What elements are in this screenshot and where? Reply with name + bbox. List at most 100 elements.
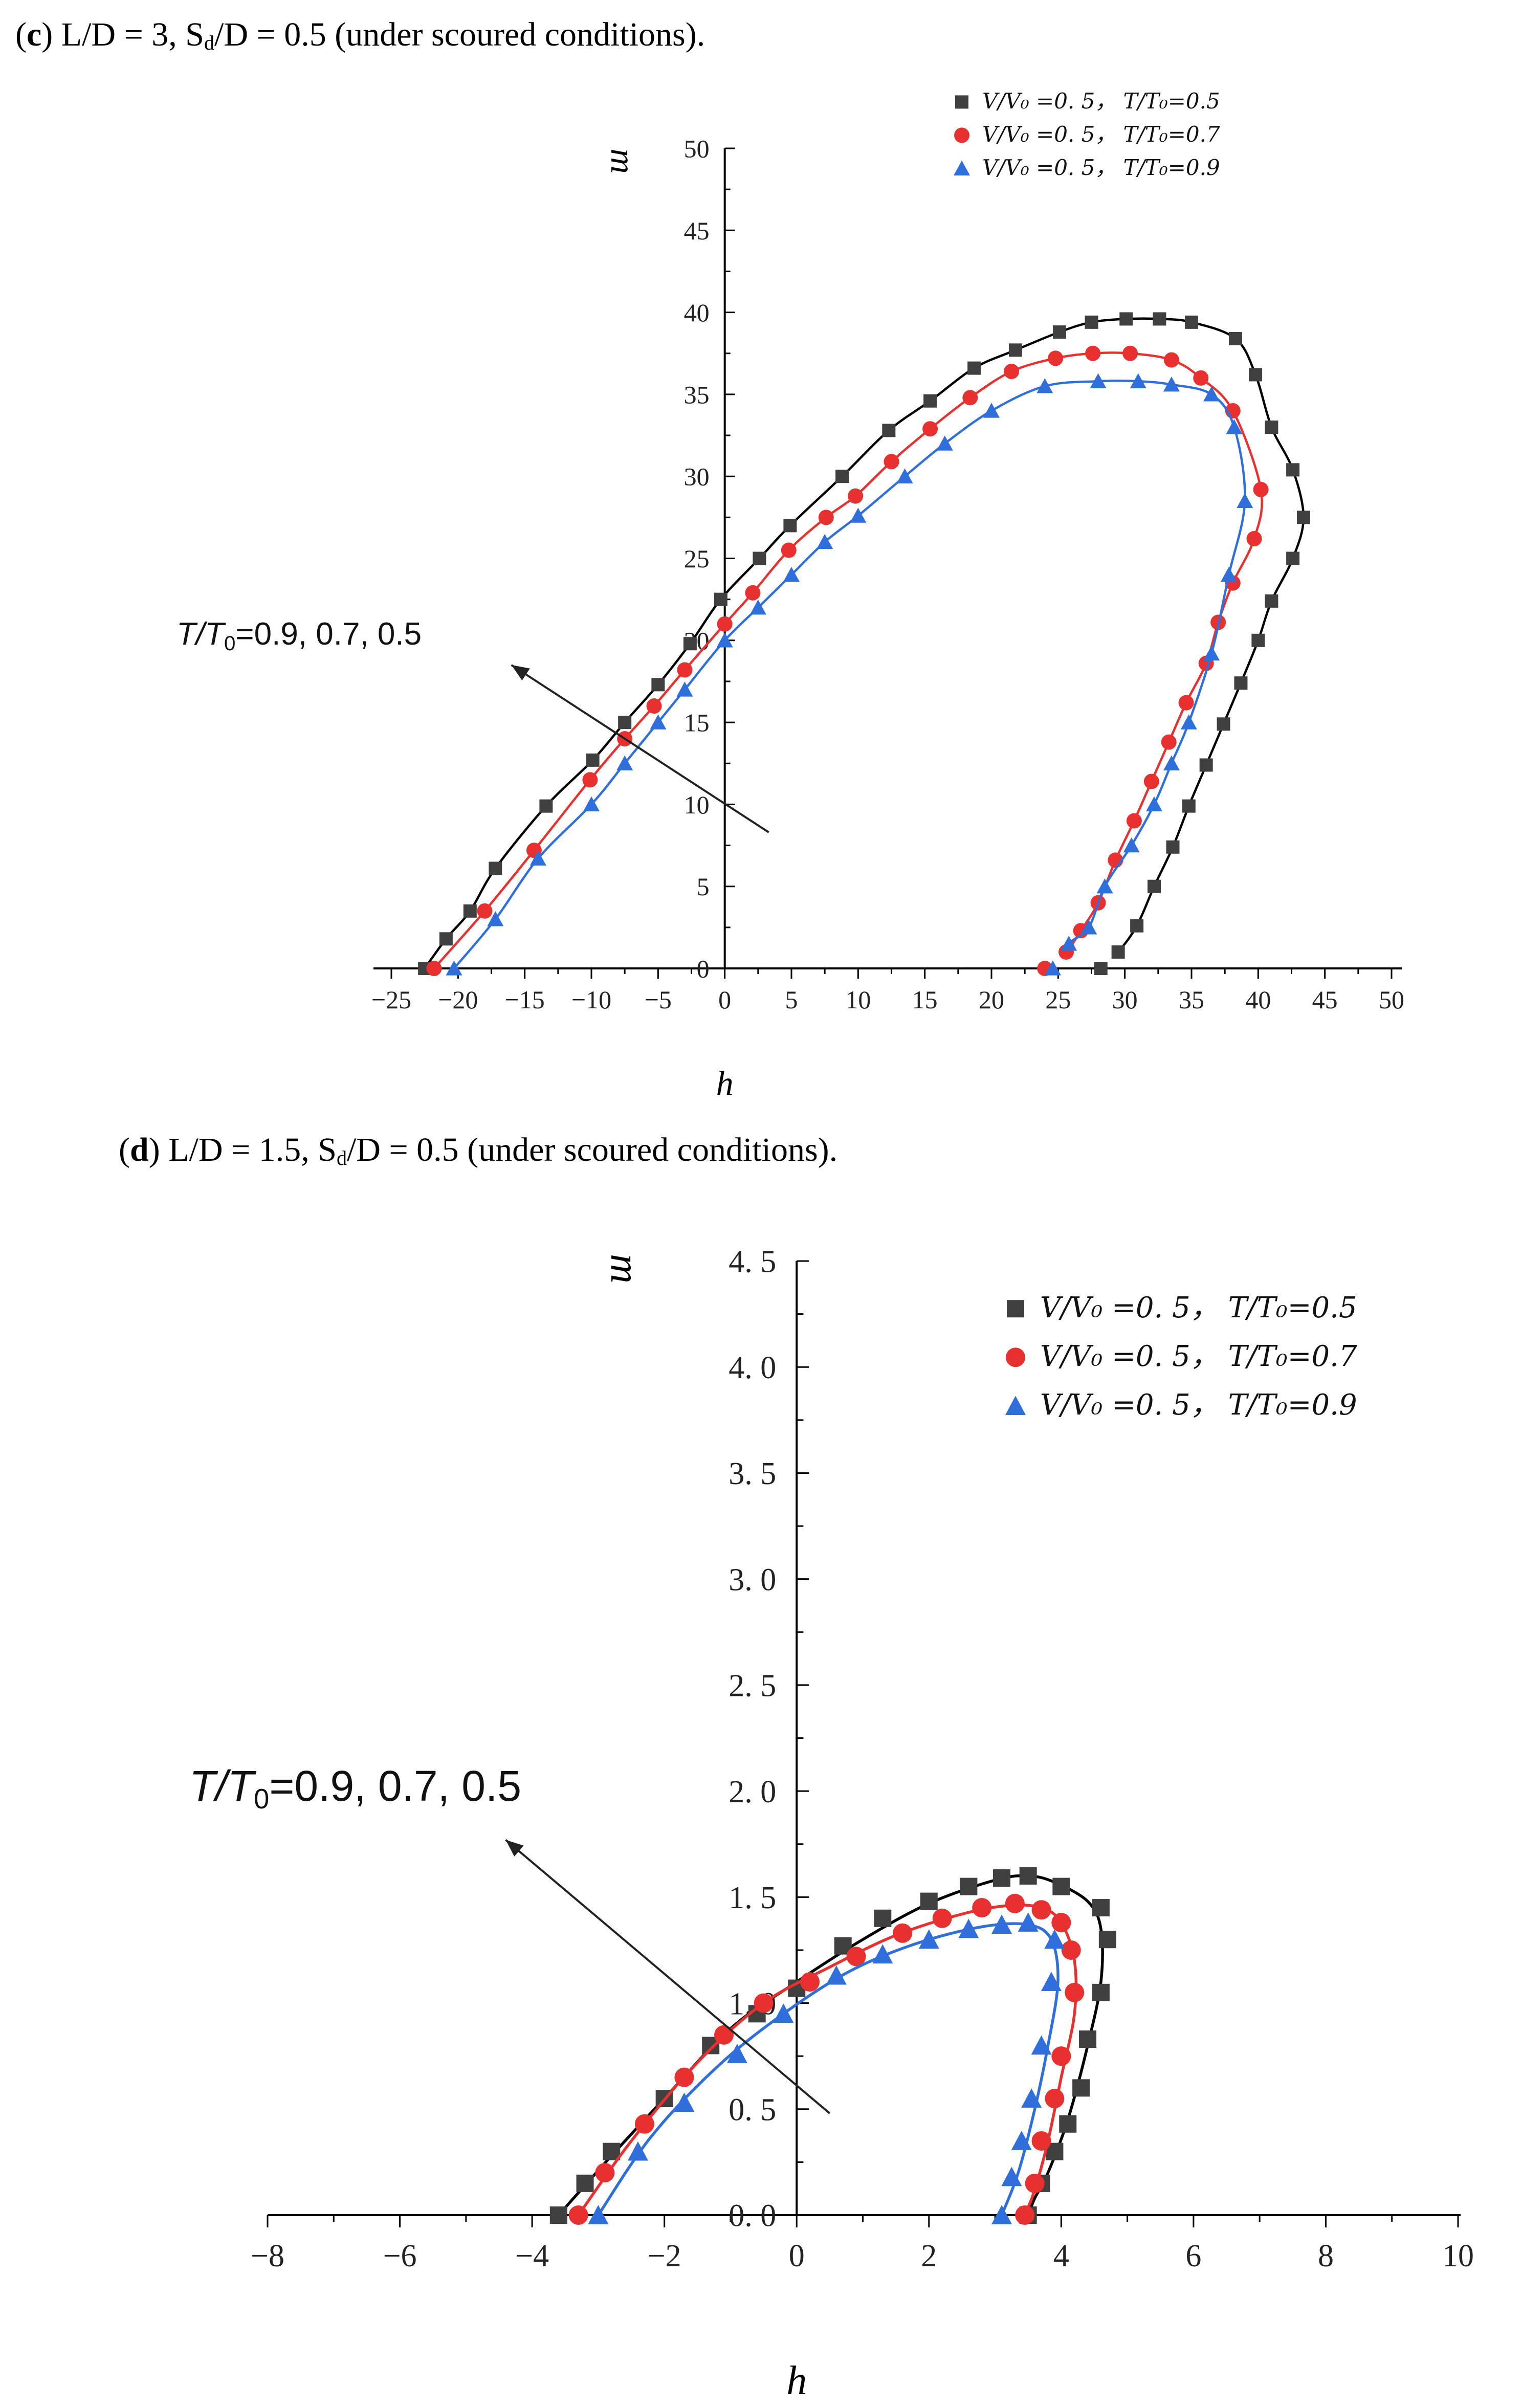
legend-entry: V/V₀ =0. 5， T/T₀=0.5 xyxy=(1040,1291,1357,1324)
data-point xyxy=(972,1898,992,1918)
x-tick-label: −10 xyxy=(571,985,611,1014)
data-point xyxy=(850,507,867,523)
data-point xyxy=(1085,345,1101,361)
y-tick-label: 2. 5 xyxy=(729,1669,776,1704)
y-tick-label: 1. 5 xyxy=(729,1881,776,1915)
x-axis-label: h xyxy=(716,1064,734,1102)
data-point xyxy=(1286,463,1300,477)
data-point xyxy=(1015,2205,1035,2225)
data-point xyxy=(1185,315,1198,329)
y-tick-label: 0 xyxy=(697,955,710,983)
data-point xyxy=(882,424,896,437)
data-point xyxy=(1182,799,1196,813)
data-point xyxy=(683,637,697,651)
legend-marker xyxy=(955,95,968,109)
data-point xyxy=(676,681,693,697)
data-point xyxy=(754,1993,774,2013)
data-point xyxy=(595,2163,615,2183)
data-point xyxy=(674,2067,694,2087)
data-point xyxy=(716,632,733,648)
data-point xyxy=(958,1918,979,1938)
y-axis-label: m xyxy=(602,1254,647,1284)
annotation-label: T/T0=0.9, 0.7, 0.5 xyxy=(177,616,422,655)
data-point xyxy=(651,678,665,692)
data-point xyxy=(1249,368,1263,382)
data-point xyxy=(991,1914,1012,1934)
x-tick-label: 45 xyxy=(1312,985,1338,1014)
data-point xyxy=(1203,386,1220,402)
chart-c: −25 −20 −15 −10 −5 0 5 10 15 20 25 30 35 40 45 50 0 5 10 15… xyxy=(177,89,1404,1102)
y-tick-label: 4. 0 xyxy=(729,1351,776,1385)
y-tick-label: 35 xyxy=(684,380,710,409)
data-point xyxy=(1286,551,1300,565)
y-tick-label: 3. 0 xyxy=(729,1562,776,1597)
y-tick-label: 0. 5 xyxy=(729,2092,776,2127)
y-tick-label: 40 xyxy=(684,298,710,327)
data-point xyxy=(872,1944,893,1964)
y-tick-label: 15 xyxy=(684,709,710,737)
series-2 xyxy=(568,1893,1085,2225)
data-point xyxy=(1044,1929,1065,1949)
x-tick-label: −2 xyxy=(648,2239,681,2273)
data-point xyxy=(1237,493,1253,508)
data-point xyxy=(1265,594,1278,608)
x-tick-label: 4 xyxy=(1053,2239,1069,2273)
data-point xyxy=(1090,373,1107,388)
x-axis-label: h xyxy=(786,2358,807,2403)
data-point xyxy=(477,903,493,919)
data-point xyxy=(549,2206,567,2224)
data-point xyxy=(726,2044,747,2063)
x-tick-label: −15 xyxy=(505,985,545,1014)
annotation-arrowhead xyxy=(505,1840,524,1857)
data-point xyxy=(749,600,766,615)
data-point xyxy=(646,698,662,714)
data-point xyxy=(1148,879,1161,893)
data-point xyxy=(576,2174,594,2192)
x-tick-label: 50 xyxy=(1379,985,1404,1014)
data-point xyxy=(920,1892,938,1910)
data-point xyxy=(783,566,800,582)
legend-entry: V/V₀ =0. 5， T/T₀=0.9 xyxy=(1040,1388,1357,1422)
data-point xyxy=(539,799,553,813)
annotation-arrowhead xyxy=(511,665,530,681)
data-point xyxy=(874,1909,892,1927)
data-point xyxy=(1180,714,1197,730)
data-point xyxy=(826,1965,847,1985)
data-point xyxy=(991,2205,1012,2224)
data-point xyxy=(717,616,733,632)
data-point xyxy=(967,361,981,375)
series-line xyxy=(597,1922,1060,2216)
x-tick-label: −8 xyxy=(251,2239,284,2273)
data-point xyxy=(1092,1983,1110,2001)
x-tick-label: 0 xyxy=(789,2239,805,2273)
series-line xyxy=(577,1904,1078,2216)
data-point xyxy=(962,390,978,406)
data-point xyxy=(489,861,502,875)
data-point xyxy=(1031,1900,1051,1920)
y-tick-label: 0. 0 xyxy=(729,2199,776,2234)
data-point xyxy=(1019,1867,1037,1885)
series-3 xyxy=(588,1912,1065,2224)
y-tick-label: 30 xyxy=(684,462,710,491)
data-point xyxy=(893,1923,913,1943)
x-tick-label: 6 xyxy=(1185,2239,1201,2273)
data-point xyxy=(1111,945,1125,959)
data-point xyxy=(817,534,833,549)
data-point xyxy=(800,1972,820,1992)
x-tick-label: 0 xyxy=(718,985,731,1014)
data-point xyxy=(627,2141,648,2161)
data-point xyxy=(1004,364,1020,380)
data-point xyxy=(960,1877,978,1895)
data-point xyxy=(932,1908,952,1928)
legend-entry: V/V₀ =0. 5， T/T₀=0.9 xyxy=(982,155,1220,180)
x-tick-label: 25 xyxy=(1045,985,1071,1014)
data-point xyxy=(650,714,667,730)
x-tick-label: −4 xyxy=(515,2239,549,2273)
data-point xyxy=(1045,2089,1065,2109)
data-point xyxy=(439,932,453,946)
data-point xyxy=(918,1929,939,1949)
data-point xyxy=(1096,878,1113,894)
x-tick-label: 8 xyxy=(1318,2239,1334,2273)
data-point xyxy=(1094,962,1108,975)
